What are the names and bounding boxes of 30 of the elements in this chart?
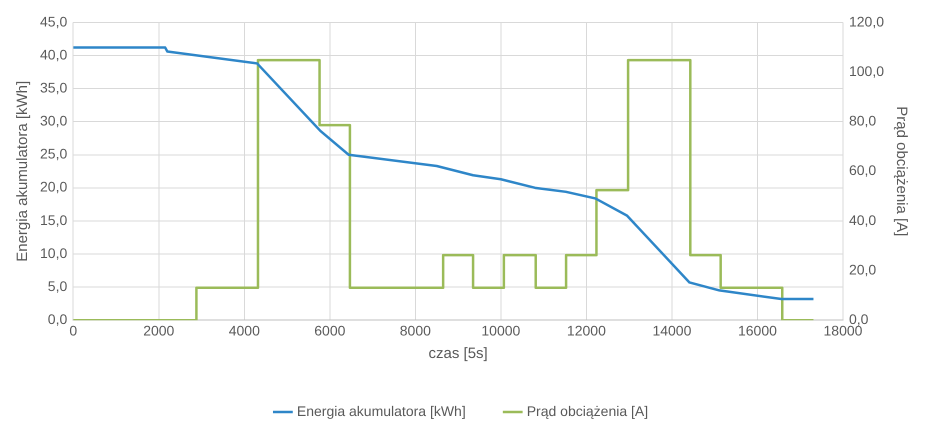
y-tick-label: 10,0 [40,244,68,261]
x-axis-title: czas [5s] [428,345,488,362]
y-tick-label: 35,0 [40,79,68,96]
y2-tick-label: 20,0 [848,261,876,278]
y-tick-label: 40,0 [40,46,68,62]
y2-tick-label: 60,0 [848,162,876,178]
y2-tick-label: 120,0 [848,13,884,30]
y2-axis-title: Prąd obciążenia [A] [892,106,910,236]
y2-tick-label: 80,0 [848,112,876,129]
y-tick-label: 30,0 [40,112,68,129]
x-tick-label: 10000 [481,322,521,338]
legend-label: Energia akumulatora [kWh] [296,402,466,419]
y-tick-label: 0,0 [48,311,68,328]
y-tick-label: 20,0 [40,178,68,195]
y2-tick-label: 100,0 [848,62,884,79]
y-tick-label: 25,0 [40,146,68,162]
x-tick-label: 16000 [738,322,778,338]
x-tick-label: 8000 [400,322,432,338]
x-tick-label: 2000 [143,322,175,338]
x-tick-label: 12000 [566,322,606,338]
y-axis-title: Energia akumulatora [kWh] [14,80,32,262]
x-tick-label: 4000 [228,322,260,338]
y-tick-label: 5,0 [48,278,68,294]
legend-label: Prąd obciążenia [A] [526,402,648,419]
y2-tick-label: 40,0 [848,212,876,228]
x-tick-label: 14000 [652,322,692,338]
y-tick-label: 15,0 [40,212,68,228]
x-tick-label: 6000 [314,322,346,338]
x-tick-label: 0 [69,322,78,338]
y-tick-label: 45,0 [40,13,68,30]
